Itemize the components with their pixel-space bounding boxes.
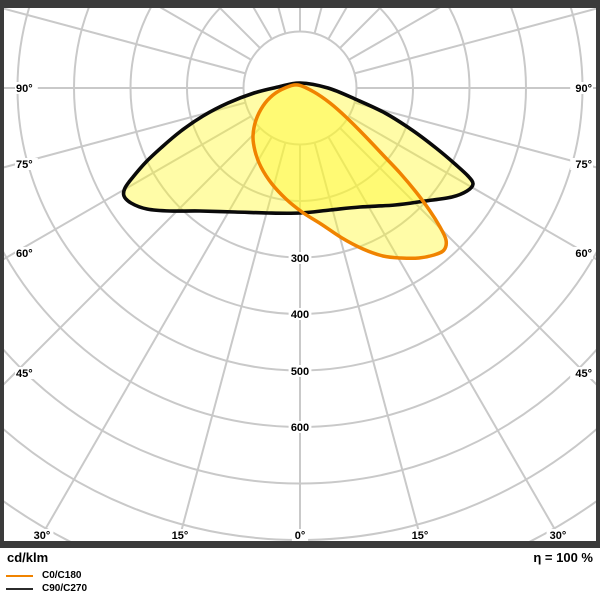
angle-tick-right: 90° [575,83,592,95]
grid-spoke [354,101,596,169]
angle-tick-left-bg [15,247,38,259]
legend-item-C90-C270: C90/C270 [0,582,600,595]
plot-frame [0,0,600,548]
angle-tick-right-bg [570,82,593,94]
legend-item-label: C90/C270 [42,583,88,594]
radial-tick-bg [288,252,312,264]
grid-spoke [177,142,287,541]
angle-tick-bottom-bg [168,529,192,541]
angle-tick-left: 60° [16,248,33,260]
angle-tick-right-bg [570,367,593,379]
grid-spoke [348,115,596,261]
angle-tick-right: 60° [575,248,592,260]
axis-labels: 90° 90° 75° 75° 60° 60° 45° 45° 30° 15° 0° 15° 30° 30… [15,82,593,542]
angle-tick-bottom-bg [30,529,54,541]
angle-tick-bottom-bg [408,529,432,541]
radial-tick-bg [288,308,312,320]
curve-fill-C90-C270 [123,82,474,214]
legend-item-label: C0/C180 [42,570,82,581]
angle-tick-left-bg [15,82,38,94]
units-label: cd/klm [7,550,49,565]
grid-spoke [37,136,273,541]
angle-tick-bottom: 30° [34,530,51,542]
polar-chart: 90° 90° 75° 75° 60° 60° 45° 45° 30° 15° 0° 15° 30° 30… [0,0,600,548]
legend-item-C0-C180: C0/C180 [0,569,600,582]
angle-tick-left: 45° [16,368,33,380]
radial-tick: 500 [291,366,309,378]
angle-tick-right-bg [570,247,593,259]
legend-area: cd/klm η = 100 % C0/C180 C90/C270 [0,548,600,600]
radial-tick-bg [288,421,312,433]
legend-rows: C0/C180 C90/C270 [0,569,600,595]
grid-spoke [4,101,246,169]
curve-fill-C0-C180 [252,84,447,259]
radial-tick: 300 [291,253,309,265]
angle-tick-right: 75° [575,159,592,171]
angle-tick-bottom: 0° [295,530,306,542]
curve-outline-C0-C180 [251,83,449,261]
angle-tick-bottom: 30° [550,530,567,542]
plot-area [4,8,596,541]
grid-spoke [4,115,252,261]
angle-tick-bottom: 15° [412,530,429,542]
legend-line-swatch [6,587,33,590]
angle-tick-left: 75° [16,159,33,171]
grid-spoke [4,8,246,75]
efficiency-label: η = 100 % [533,550,593,565]
angle-tick-left-bg [15,367,38,379]
grid-spoke [313,142,423,541]
grid-spoke [327,136,563,541]
grid-spoke [354,8,596,75]
radial-tick-bg [288,365,312,377]
angle-tick-left-bg [15,158,38,170]
angle-tick-bottom-bg [291,529,309,541]
radial-tick: 400 [291,309,309,321]
angle-tick-right-bg [570,158,593,170]
radial-tick: 600 [291,422,309,434]
curve-outline-C90-C270 [121,81,475,216]
legend-header: cd/klm η = 100 % [0,548,600,565]
angle-tick-bottom-bg [546,529,570,541]
angle-tick-bottom: 15° [172,530,189,542]
angle-tick-right: 45° [575,368,592,380]
angle-tick-left: 90° [16,83,33,95]
legend-line-swatch [6,574,33,577]
